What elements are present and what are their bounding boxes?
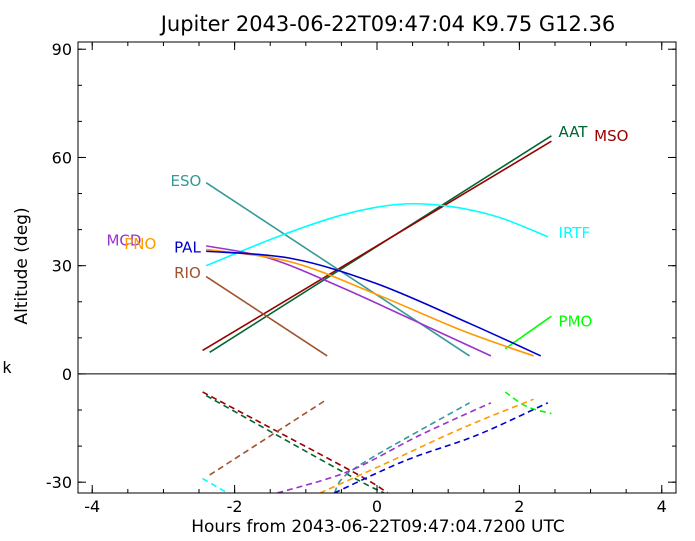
series-below-horizon-pal <box>333 402 549 493</box>
y-tick-label: 90 <box>52 40 72 59</box>
x-axis-label: Hours from 2043-06-22T09:47:04.7200 UTC <box>191 517 564 537</box>
series-line-rio <box>205 275 328 357</box>
y-axis-label: Altitude (deg) <box>12 207 32 324</box>
series-below-horizon-mso <box>202 391 389 493</box>
series-label-pal: PAL <box>174 239 201 257</box>
series-line-irtf <box>205 202 549 267</box>
series-label-aat: AAT <box>559 123 589 141</box>
y-tick-label: 60 <box>52 148 72 167</box>
y-tick-label: 30 <box>52 257 72 276</box>
side-letter: k <box>2 358 12 377</box>
y-tick-label: -30 <box>46 473 72 492</box>
chart-title: Jupiter 2043-06-22T09:47:04 K9.75 G12.36 <box>159 12 616 36</box>
series-below-horizon-mcd <box>277 402 492 493</box>
x-tick-label: -2 <box>227 497 243 516</box>
series-below-horizon-rio <box>209 398 328 476</box>
series-label-mcd: MCD <box>106 231 141 249</box>
series-label-rio: RIO <box>174 264 201 282</box>
x-tick-label: 2 <box>514 497 524 516</box>
x-tick-label: -4 <box>84 497 100 516</box>
series-line-mso <box>202 140 552 352</box>
series-below-horizon-pno <box>319 398 534 493</box>
axes: -4 -2 0 2 4 90 60 30 0 -30 <box>46 40 677 516</box>
series-below-horizon-irtf <box>202 477 228 493</box>
series-below-horizon-aat <box>205 394 385 493</box>
series-below-horizon-pmo <box>504 391 552 415</box>
plot-frame <box>77 41 677 494</box>
series-label-mso: MSO <box>594 127 628 145</box>
x-tick-label: 4 <box>657 497 667 516</box>
series-label-irtf: IRTF <box>559 224 591 242</box>
series-label-eso: ESO <box>171 172 202 190</box>
series-label-pno: PNO <box>124 235 156 253</box>
x-tick-label: 0 <box>372 497 382 516</box>
series-line-pno <box>206 248 534 357</box>
series-line-pmo <box>504 315 552 350</box>
y-tick-label: 0 <box>62 365 72 384</box>
series-line-pal <box>206 250 542 357</box>
series-label-pmo: PMO <box>559 313 593 331</box>
series-below-horizon-eso <box>333 402 470 493</box>
series-line-eso <box>205 182 470 357</box>
